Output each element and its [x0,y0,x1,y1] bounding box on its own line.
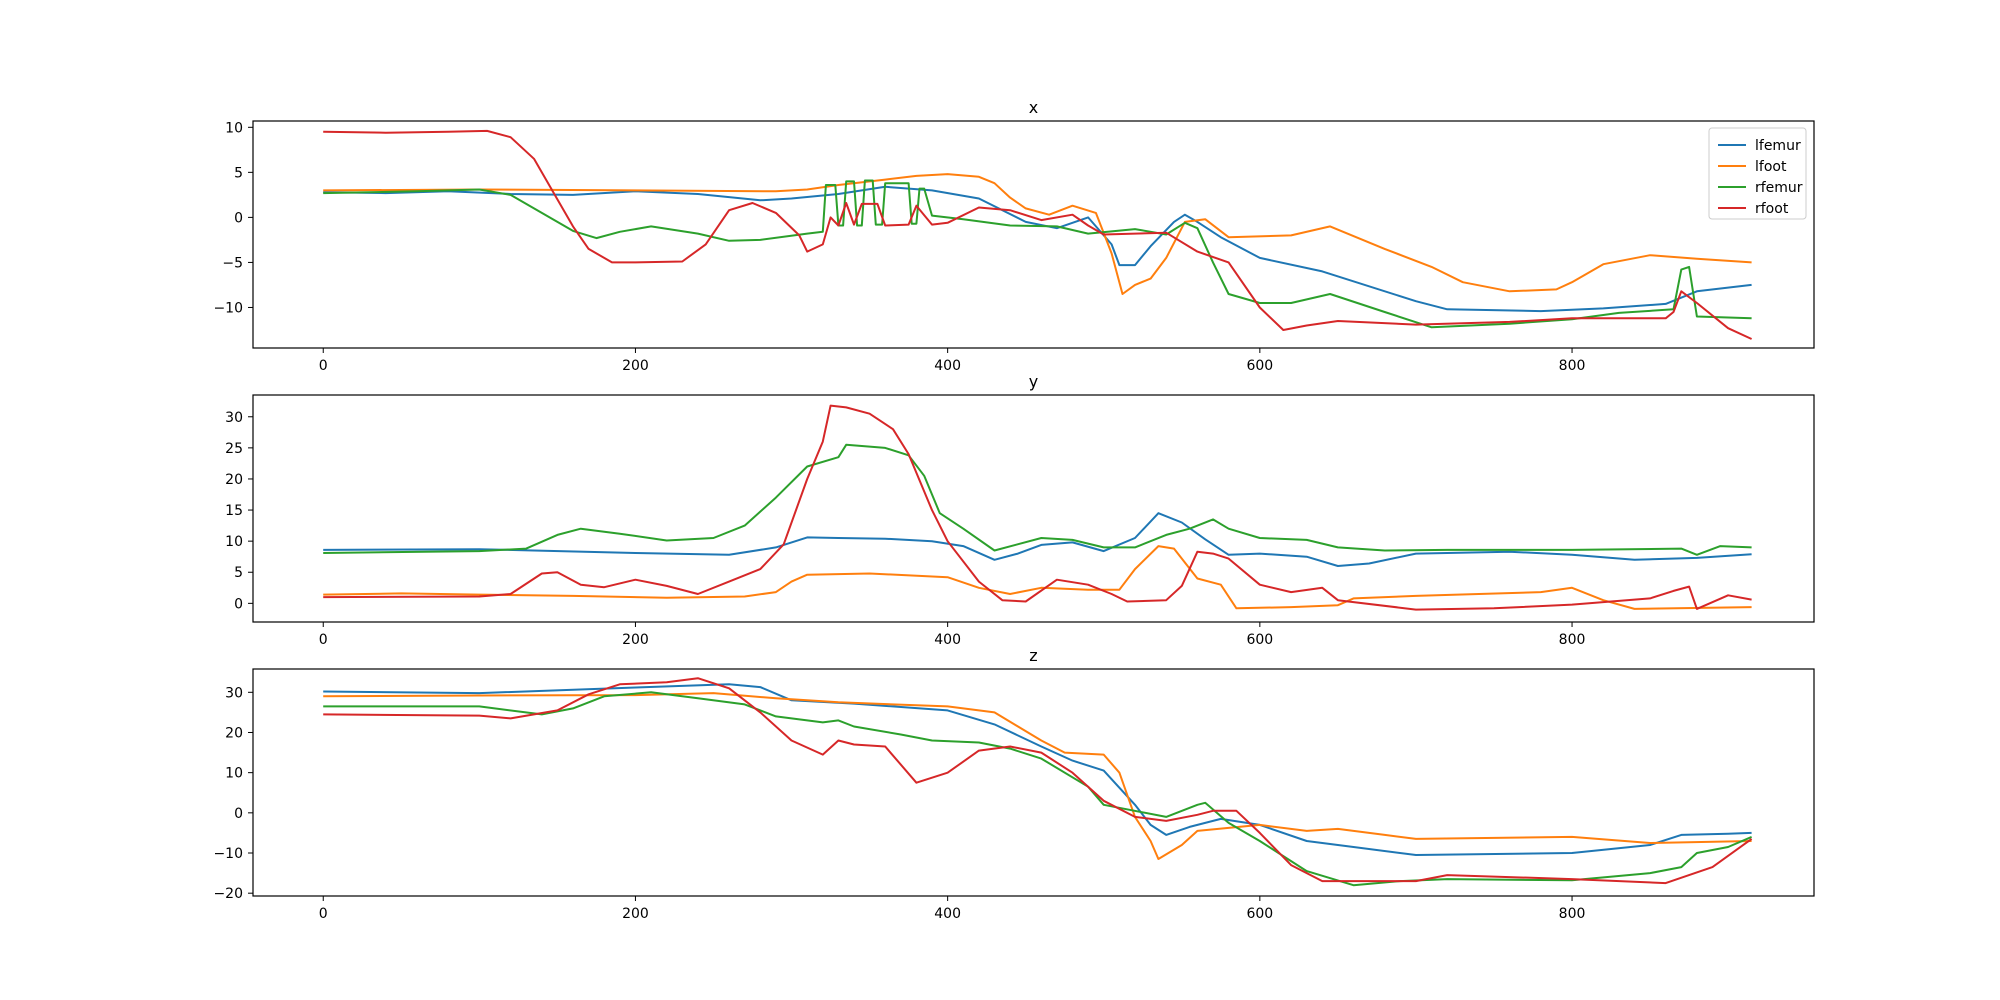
legend-label-rfoot: rfoot [1755,201,1789,217]
y-tick-label: −10 [213,300,243,316]
x-tick-label: 0 [319,358,328,374]
chart-title: z [1029,646,1037,665]
series-line-lfemur [323,185,1752,313]
x-tick-label: 400 [934,632,961,648]
y-tick-label: 5 [234,165,243,181]
y-tick-label: 10 [225,120,243,136]
chart-panel-z: 0 200 400 600 800 −20 −10 0 10 20 30 z [213,646,1815,922]
x-tick-label: 800 [1559,358,1586,374]
y-tick-label: 20 [225,472,243,488]
series-line-lfemur [323,683,1752,856]
x-tick-label: 200 [622,358,649,374]
chart-panel-x: 0 200 400 600 800 −10 −5 0 5 10 x lfemur lfoot rfemur… [213,98,1815,374]
legend-label-lfoot: lfoot [1755,159,1787,175]
chart-title: x [1029,98,1038,117]
x-tick-label: 600 [1246,358,1273,374]
y-tick-label: 10 [225,534,243,550]
x-tick-label: 600 [1246,906,1273,922]
y-tick-label: 5 [234,565,243,581]
x-tick-label: 400 [934,358,961,374]
series-line-rfoot [323,129,1753,340]
y-tick-label: 10 [225,766,243,782]
y-tick-label: −10 [213,846,243,862]
axes-frame [252,394,1815,623]
x-tick-label: 0 [319,632,328,648]
x-tick-label: 0 [319,906,328,922]
axes-frame [252,120,1815,349]
chart-panel-y: 0 200 400 600 800 0 5 10 15 20 25 30 y [225,372,1815,648]
y-tick-label: −20 [213,886,243,902]
y-tick-label: 20 [225,725,243,741]
y-tick-label: 25 [225,441,243,457]
y-tick-label: 0 [234,806,243,822]
series-line-lfoot [323,692,1752,860]
y-tick-label: 30 [225,685,243,701]
x-tick-label: 600 [1246,632,1273,648]
series-line-lfoot [323,173,1752,295]
x-tick-label: 800 [1559,632,1586,648]
series-line-lfoot [323,545,1752,610]
y-tick-label: 0 [234,210,243,226]
series-line-rfemur [323,179,1752,329]
y-tick-label: −5 [222,255,243,271]
x-tick-label: 400 [934,906,961,922]
series-line-rfemur [323,691,1752,887]
axes-frame [252,668,1815,897]
y-tick-label: 15 [225,503,243,519]
legend: lfemur lfoot rfemur rfoot [1708,127,1807,220]
x-tick-label: 800 [1559,906,1586,922]
series-line-rfoot [323,404,1752,611]
y-tick-label: 30 [225,410,243,426]
x-tick-label: 200 [622,632,649,648]
series-line-lfemur [323,512,1752,567]
legend-box [1708,127,1807,220]
series-line-rfemur [323,443,1752,556]
y-tick-label: 0 [234,596,243,612]
chart-title: y [1029,372,1038,391]
x-tick-label: 200 [622,906,649,922]
legend-label-lfemur: lfemur [1755,138,1801,154]
series-line-rfoot [323,677,1753,885]
legend-label-rfemur: rfemur [1755,180,1803,196]
